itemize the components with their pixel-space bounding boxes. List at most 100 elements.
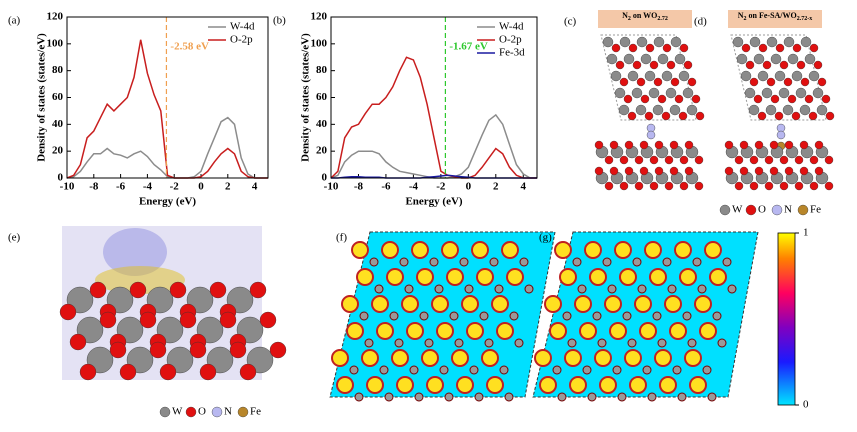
atom (783, 36, 795, 48)
legend-label: W (732, 204, 743, 216)
atom (634, 181, 644, 191)
atom (552, 365, 562, 375)
charge-blob (471, 241, 489, 259)
atom (149, 341, 167, 359)
atom (734, 155, 744, 165)
y-axis-label: Density of states (states/eV) (300, 33, 312, 162)
x-tick-label: -10 (324, 181, 339, 193)
y-tick-label: 100 (47, 37, 64, 49)
atom (800, 36, 812, 48)
atom (646, 130, 656, 140)
charge-density (95, 266, 185, 294)
charge-blob (381, 241, 399, 259)
charge-blob (366, 376, 384, 394)
atom (606, 53, 618, 65)
atom (736, 53, 748, 65)
atom (799, 104, 811, 116)
atom (449, 311, 459, 321)
panel-label: (e) (8, 232, 21, 244)
atom (594, 140, 604, 150)
atom (776, 130, 786, 140)
atom (734, 181, 744, 191)
title-part: on WO (631, 11, 658, 20)
charge-blob (416, 268, 434, 286)
dos-line (330, 113, 537, 179)
atom (784, 166, 794, 176)
atom (394, 338, 404, 348)
atom (794, 155, 804, 165)
atom (639, 140, 649, 150)
charge-blob (421, 349, 439, 367)
atom (695, 111, 705, 121)
atom (739, 140, 749, 150)
atom (740, 70, 752, 82)
y-tick-label: 0 (58, 172, 64, 184)
atom (631, 87, 643, 99)
title-part: 2 (744, 16, 747, 22)
atom (749, 77, 759, 87)
atom (454, 338, 464, 348)
y-tick-label: 60 (52, 91, 64, 103)
atom (109, 341, 127, 359)
atom (229, 341, 247, 359)
atom (185, 406, 197, 418)
atom (809, 181, 819, 191)
atom (209, 281, 227, 299)
charge-blob (411, 241, 429, 259)
charge-blob (614, 241, 632, 259)
atom (619, 155, 629, 165)
atom (642, 365, 652, 375)
atom (722, 257, 732, 267)
atom (577, 284, 587, 294)
atom (489, 257, 499, 267)
atom (771, 204, 783, 216)
atom (494, 284, 504, 294)
charge-blob (431, 295, 449, 313)
charge-blob (506, 268, 524, 286)
atom (678, 111, 688, 121)
atom (719, 204, 731, 216)
atom (249, 281, 267, 299)
atom (359, 311, 369, 321)
atom (582, 365, 592, 375)
atom (753, 53, 765, 65)
y-tick-label: 60 (316, 91, 328, 103)
charge-blob (684, 349, 702, 367)
title-part: N (622, 11, 628, 20)
dos-line (66, 39, 268, 179)
plot-frame (330, 16, 538, 179)
atom (717, 338, 727, 348)
charge-blob (451, 349, 469, 367)
atom (609, 140, 619, 150)
atom (159, 363, 177, 381)
atom (821, 94, 831, 104)
charge-blob (589, 268, 607, 286)
atom (794, 181, 804, 191)
atom (744, 87, 756, 99)
atom (644, 111, 654, 121)
atom (674, 94, 684, 104)
charge-blob (629, 376, 647, 394)
atom (669, 104, 681, 116)
atom (619, 181, 629, 191)
atom (384, 392, 394, 402)
x-tick-label: -4 (409, 181, 419, 193)
atom (89, 281, 107, 299)
atom (791, 70, 803, 82)
atom (159, 406, 171, 418)
atom (636, 77, 646, 87)
atom (604, 181, 614, 191)
atom (732, 36, 744, 48)
atom (799, 140, 809, 150)
atom (687, 338, 697, 348)
atom (189, 341, 207, 359)
atom (649, 60, 659, 70)
atom (748, 104, 760, 116)
atom (745, 204, 757, 216)
atom (775, 43, 785, 53)
structure-title-box (598, 10, 692, 28)
atom (712, 311, 722, 321)
atom (649, 155, 659, 165)
atom (374, 284, 384, 294)
charge-blob (396, 376, 414, 394)
